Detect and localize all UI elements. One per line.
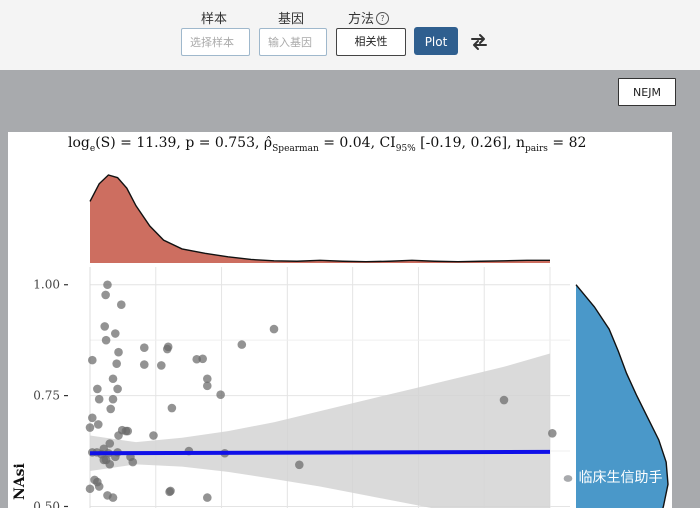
scatter-point — [198, 354, 207, 364]
scatter-chart: 1.00 0.75 0.50 NAsi — [12, 174, 669, 508]
scatter-point — [112, 359, 121, 368]
scatter-point — [85, 423, 95, 432]
scatter-point — [105, 439, 115, 448]
scatter-point — [103, 280, 112, 290]
wechat-watermark: 临床生信助手 — [555, 467, 663, 487]
plot-canvas: loge(S) = 11.39, p = 0.753, ρ̂Spearman =… — [8, 132, 672, 508]
scatter-point — [203, 374, 212, 384]
nejm-style-button[interactable]: NEJM — [618, 78, 676, 106]
top-density-line — [89, 174, 550, 263]
y-tick-label: 0.50 — [33, 499, 60, 508]
method-label-text: 方法 — [348, 12, 375, 27]
scatter-point — [111, 329, 120, 338]
watermark-text: 临床生信助手 — [578, 470, 663, 486]
scatter-point — [157, 361, 166, 370]
method-label: 方法? — [348, 8, 390, 27]
method-select[interactable]: 相关性 — [336, 28, 406, 56]
y-axis-label: NAsi — [12, 463, 28, 500]
scatter-point — [114, 431, 123, 440]
scatter-point — [139, 343, 149, 353]
scatter-point — [93, 477, 102, 487]
scatter-point — [548, 429, 557, 438]
scatter-point — [269, 324, 279, 334]
scatter-point — [88, 355, 97, 365]
scatter-point — [94, 394, 104, 404]
y-tick-label: 1.00 — [33, 278, 60, 292]
scatter-point — [216, 390, 225, 400]
scatter-point — [295, 460, 304, 470]
sample-label: 样本 — [201, 12, 228, 27]
scatter-point — [167, 403, 177, 413]
scatter-point — [121, 426, 131, 436]
scatter-point — [203, 493, 212, 502]
scatter-point — [149, 431, 158, 440]
scatter-point — [85, 484, 95, 494]
right-density-line — [575, 284, 669, 508]
scatter-point — [108, 394, 118, 404]
scatter-point — [116, 300, 126, 309]
help-icon[interactable]: ? — [376, 12, 390, 25]
scatter-point — [101, 455, 111, 465]
y-tick-label: 0.75 — [33, 389, 60, 403]
scatter-point — [101, 335, 111, 345]
scatter-point — [203, 381, 212, 391]
scatter-point — [165, 487, 174, 497]
scatter-point — [162, 344, 172, 354]
scatter-point — [101, 290, 110, 300]
scatter-point — [108, 374, 118, 384]
scatter-point — [100, 322, 110, 331]
scatter-point — [139, 360, 149, 369]
regression-line — [89, 449, 551, 456]
scatter-point — [93, 384, 102, 394]
plot-button[interactable]: Plot — [414, 27, 458, 55]
scatter-point — [88, 413, 97, 423]
right-density-fill — [576, 284, 668, 508]
toolbar: 样本 基因 方法? 相关性 Plot — [0, 0, 700, 70]
swap-icon[interactable] — [469, 33, 489, 51]
scatter-point — [93, 420, 103, 429]
scatter-point — [237, 340, 247, 349]
scatter-point — [499, 395, 509, 405]
scatter-point — [106, 404, 115, 414]
sample-input[interactable] — [181, 28, 250, 56]
scatter-point — [114, 347, 123, 357]
scatter-point — [108, 493, 118, 502]
wechat-icon — [555, 469, 574, 484]
gene-label: 基因 — [278, 12, 305, 27]
gene-input[interactable] — [259, 28, 327, 56]
scatter-point — [113, 384, 122, 394]
stats-subtitle: loge(S) = 11.39, p = 0.753, ρ̂Spearman =… — [68, 135, 587, 154]
top-density-fill — [90, 175, 550, 263]
confidence-band — [90, 353, 550, 508]
